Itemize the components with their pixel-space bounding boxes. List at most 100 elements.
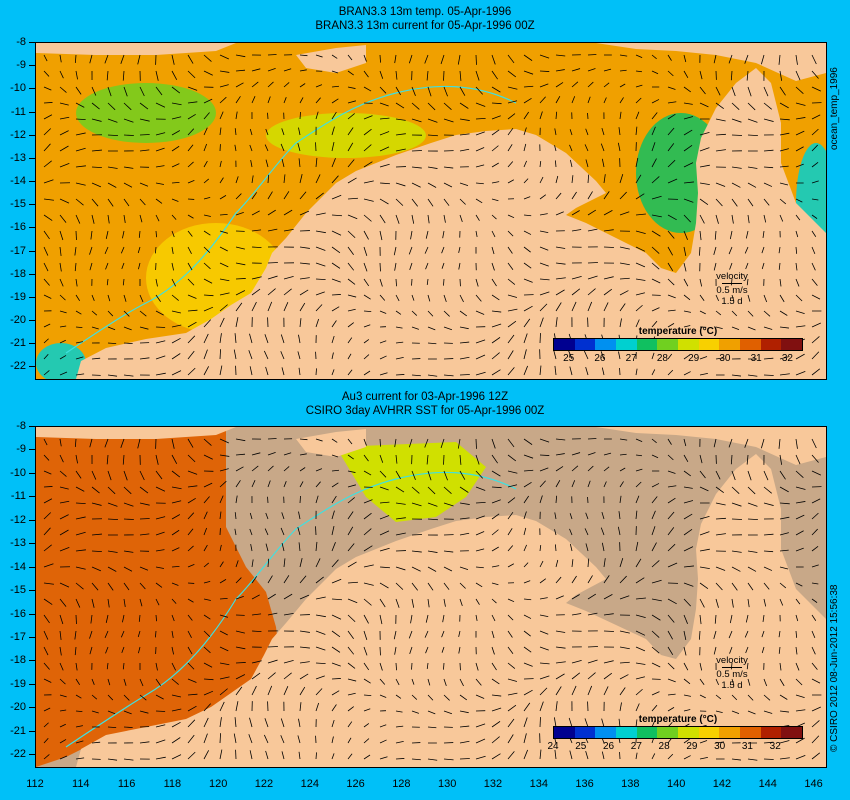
current-vector	[219, 278, 230, 282]
current-vector	[347, 54, 353, 61]
current-vector	[635, 752, 638, 760]
current-vector	[59, 614, 64, 625]
current-vector	[635, 262, 646, 268]
current-vector	[123, 470, 128, 481]
current-vector	[171, 694, 181, 698]
current-vector	[523, 562, 529, 568]
current-vector	[59, 723, 66, 728]
current-vector	[507, 734, 514, 744]
current-vector	[187, 180, 195, 184]
current-vector	[379, 724, 387, 728]
current-vector	[379, 566, 390, 569]
current-vector	[795, 598, 801, 605]
current-vector	[811, 278, 818, 286]
latitude-tick-label: -22	[0, 361, 35, 372]
current-vector	[667, 470, 676, 474]
current-vector	[379, 310, 387, 314]
current-vector	[395, 566, 406, 571]
current-vector	[379, 70, 384, 79]
current-vector	[104, 630, 109, 639]
current-vector	[139, 294, 144, 303]
current-vector	[713, 262, 717, 271]
current-vector	[187, 693, 198, 696]
current-vector	[283, 481, 287, 488]
current-vector	[315, 702, 320, 712]
top-panel-title-2: BRAN3.3 13m current for 05-Apr-1996 00Z	[315, 20, 535, 32]
current-vector	[331, 158, 336, 168]
current-vector	[249, 717, 253, 728]
current-vector	[43, 262, 49, 272]
current-vector	[347, 721, 353, 728]
current-vector	[171, 470, 181, 478]
current-vector	[683, 145, 693, 152]
current-vector	[347, 543, 355, 552]
current-vector	[667, 485, 677, 488]
current-vector	[203, 178, 210, 184]
current-vector	[619, 246, 630, 250]
colorbar-tick-label: 28	[658, 741, 670, 752]
current-vector	[59, 116, 70, 120]
current-vector	[171, 324, 182, 328]
current-vector	[90, 230, 93, 240]
current-vector	[667, 278, 675, 286]
current-vector	[155, 214, 160, 222]
current-vector	[137, 630, 141, 638]
current-vector	[729, 262, 733, 270]
current-vector	[523, 749, 529, 760]
current-vector	[395, 758, 405, 760]
current-vector	[75, 470, 82, 479]
current-vector	[155, 756, 166, 760]
current-vector	[347, 753, 353, 760]
current-vector	[667, 543, 676, 552]
current-vector	[171, 500, 182, 504]
current-vector	[315, 630, 326, 635]
current-vector	[731, 310, 738, 317]
current-vector	[315, 576, 324, 584]
current-vector	[219, 177, 224, 184]
current-vector	[315, 157, 318, 168]
current-vector	[811, 582, 819, 585]
current-vector	[235, 495, 238, 504]
current-vector	[235, 278, 246, 280]
current-vector	[426, 278, 429, 286]
timor-island	[296, 45, 366, 73]
current-vector	[555, 111, 558, 120]
current-vector	[555, 262, 566, 265]
current-vector	[234, 512, 237, 520]
current-vector	[283, 672, 292, 680]
current-vector	[587, 288, 596, 296]
current-vector	[251, 229, 262, 232]
current-vector	[203, 511, 208, 520]
current-vector	[347, 438, 353, 445]
current-vector	[459, 694, 468, 701]
current-vector	[507, 278, 516, 285]
current-vector	[539, 544, 542, 552]
current-vector	[59, 162, 70, 168]
current-vector	[203, 349, 208, 360]
current-vector	[107, 294, 111, 302]
current-vector	[459, 566, 469, 571]
current-vector	[475, 566, 484, 569]
current-vector	[569, 528, 573, 536]
current-vector	[297, 526, 301, 536]
current-vector	[715, 214, 719, 224]
current-vector	[683, 54, 687, 63]
current-vector	[811, 662, 818, 670]
current-vector	[347, 278, 356, 285]
current-vector	[331, 142, 335, 152]
current-vector	[267, 81, 274, 88]
current-vector	[747, 518, 758, 521]
current-vector	[139, 182, 149, 187]
current-vector	[458, 246, 461, 253]
current-vector	[155, 132, 166, 136]
current-vector	[75, 516, 86, 520]
current-vector	[667, 230, 675, 239]
current-vector	[491, 102, 502, 105]
current-vector	[251, 660, 262, 664]
current-vector	[618, 351, 621, 360]
current-vector	[299, 210, 310, 216]
current-vector	[363, 564, 374, 568]
current-vector	[75, 278, 78, 287]
current-vector	[539, 194, 547, 200]
current-vector	[731, 710, 740, 714]
